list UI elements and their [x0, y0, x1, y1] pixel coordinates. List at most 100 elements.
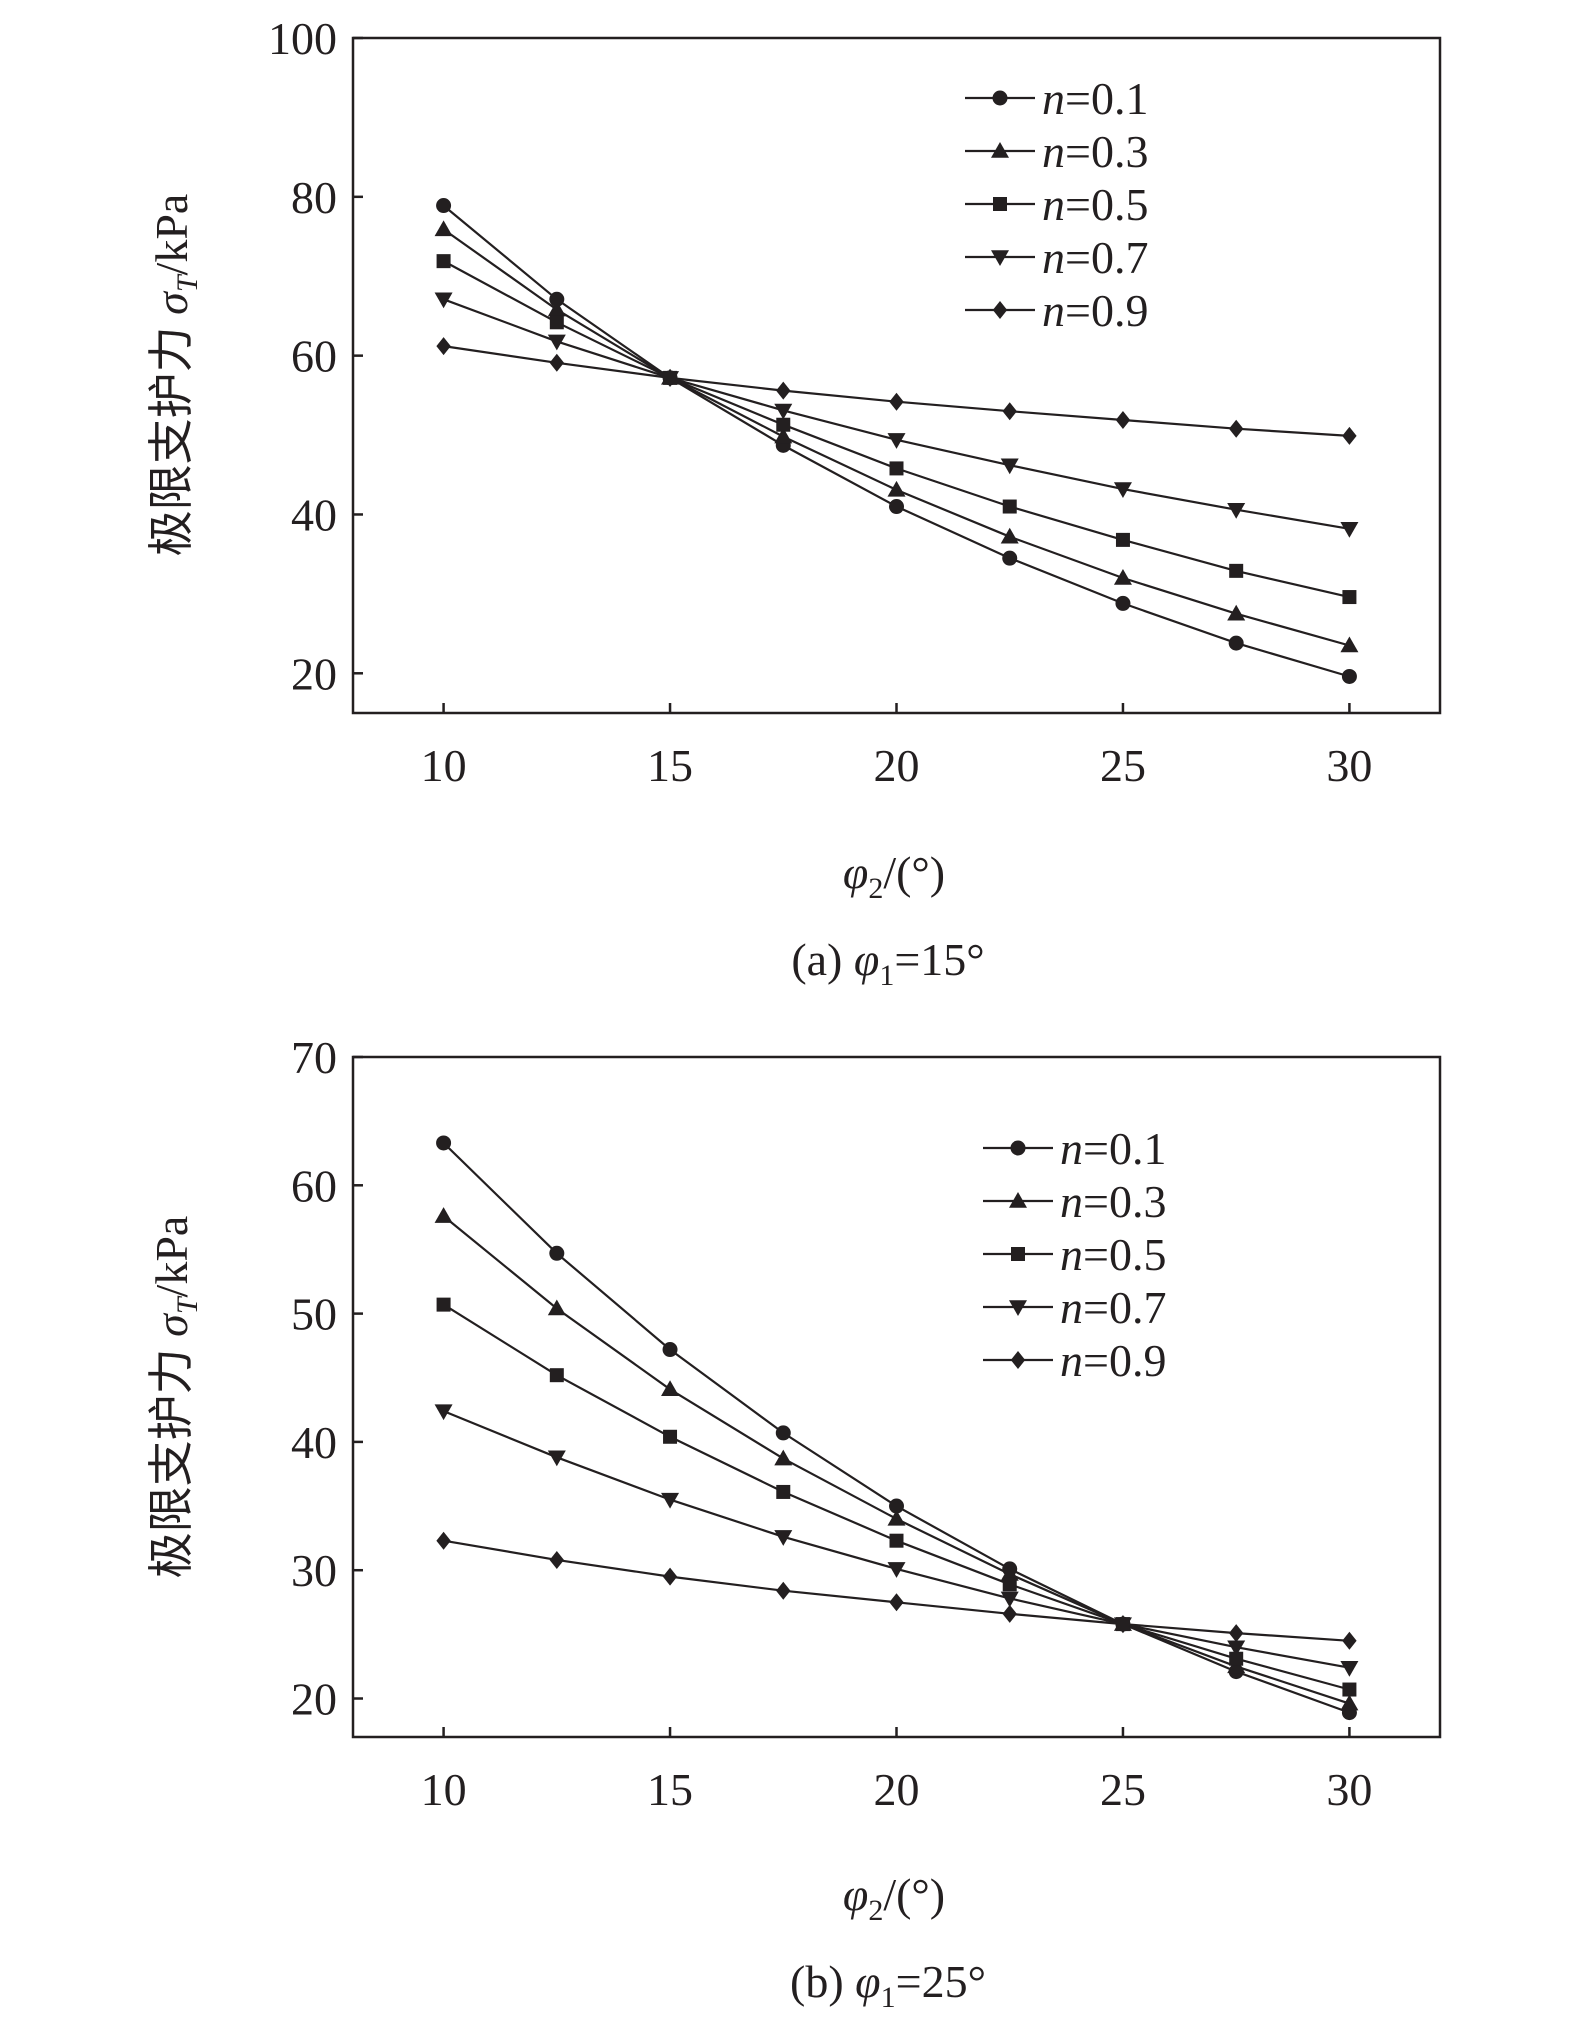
y-tick-label: 70: [291, 1032, 337, 1083]
data-point: [887, 1509, 906, 1526]
series-line: [443, 345, 1350, 437]
x-axis-title-var: φ: [843, 847, 868, 898]
legend-item: n=0.3: [983, 1176, 1166, 1227]
x-tick-label: 30: [1326, 1764, 1372, 1815]
legend-label: n=0.7: [1060, 1282, 1166, 1333]
y-tick-label: 80: [291, 172, 337, 223]
caption-sub: 1: [881, 1981, 896, 2014]
data-point: [661, 1380, 680, 1397]
data-point: [889, 499, 904, 515]
y-axis-title-text: 极限支护力: [146, 1337, 197, 1579]
data-point: [549, 1245, 565, 1261]
data-point: [1227, 502, 1246, 519]
data-point: [547, 334, 566, 351]
x-tick-label: 15: [647, 740, 693, 791]
series-n=0.9: [436, 1531, 1357, 1650]
x-tick-label: 30: [1326, 740, 1372, 791]
data-point: [1342, 1631, 1357, 1650]
series-line: [442, 1142, 1350, 1714]
data-point: [1227, 604, 1246, 621]
x-tick-label: 25: [1100, 740, 1146, 791]
data-point: [549, 315, 564, 330]
y-tick-label: 20: [291, 1674, 337, 1725]
data-point: [889, 1593, 904, 1612]
data-point: [889, 392, 904, 411]
legend-label: n=0.3: [1060, 1176, 1166, 1227]
data-point: [662, 1567, 678, 1586]
legend-item: n=0.5: [983, 1229, 1166, 1280]
data-point: [776, 1581, 791, 1600]
x-axis-title-var: φ: [843, 1869, 868, 1920]
data-point: [776, 1484, 791, 1499]
y-tick-label: 30: [291, 1545, 337, 1596]
legend: n=0.1n=0.3n=0.5n=0.7n=0.9: [965, 73, 1148, 336]
data-point: [436, 1297, 451, 1312]
series-n=0.5: [436, 254, 1357, 605]
data-point: [549, 353, 565, 372]
plot-frame: [351, 36, 1442, 715]
series-layer: [434, 1135, 1359, 1721]
legend-item: n=0.7: [983, 1282, 1166, 1333]
legend-item: n=0.9: [983, 1335, 1166, 1386]
x-tick-label: 15: [647, 1764, 693, 1815]
y-tick-label: 100: [268, 13, 337, 64]
legend-label: n=0.1: [1060, 1123, 1166, 1174]
legend-label: n=0.9: [1060, 1335, 1166, 1386]
data-point: [776, 417, 791, 432]
y-axis-title-text: 极限支护力: [146, 315, 197, 557]
data-point: [549, 1368, 564, 1383]
data-point: [1229, 1651, 1244, 1666]
data-point: [434, 220, 453, 237]
legend-item: n=0.9: [965, 285, 1148, 336]
legend-marker: [992, 301, 1008, 319]
data-point: [1340, 636, 1359, 653]
y-tick-label: 20: [291, 648, 337, 699]
legend-label: n=0.5: [1042, 179, 1148, 230]
data-point: [1342, 590, 1357, 605]
data-point: [549, 1550, 565, 1569]
caption-prefix: (a): [791, 934, 854, 985]
y-axis-title: 极限支护力 σT/kPa: [146, 1216, 204, 1579]
data-point: [1115, 1615, 1131, 1634]
data-point: [774, 427, 793, 444]
data-point: [1002, 1604, 1017, 1623]
x-axis-title: φ2/(°): [843, 847, 945, 905]
legend-marker: [1009, 1192, 1027, 1208]
x-tick-label: 10: [421, 740, 467, 791]
series-n=0.3: [434, 1207, 1359, 1711]
data-point: [1342, 1682, 1357, 1697]
legend-label: n=0.1: [1042, 73, 1148, 124]
legend-label: n=0.5: [1060, 1229, 1166, 1280]
x-axis-title-suffix: /(°): [883, 847, 945, 898]
legend-item: n=0.7: [965, 232, 1148, 283]
data-point: [774, 1449, 793, 1466]
data-point: [662, 368, 678, 387]
series-n=0.5: [436, 1297, 1357, 1697]
series-n=0.1: [436, 198, 1357, 684]
data-point: [775, 1425, 791, 1441]
data-point: [1113, 482, 1132, 499]
x-tick-label: 10: [421, 1764, 467, 1815]
panel-caption: (b) φ1=25°: [790, 1956, 986, 2014]
data-point: [1229, 563, 1244, 578]
panel-caption: (a) φ1=15°: [791, 934, 984, 992]
data-point: [547, 1299, 566, 1316]
legend-item: n=0.1: [965, 73, 1148, 124]
data-point: [1000, 458, 1019, 475]
legend-marker: [991, 142, 1009, 158]
data-point: [774, 403, 793, 420]
caption-suffix: =15°: [894, 934, 984, 985]
series-layer: [434, 198, 1359, 684]
y-tick-label: 60: [291, 1160, 337, 1211]
y-axis-title-sub: T: [171, 1295, 204, 1314]
data-point: [776, 381, 791, 400]
data-point: [1002, 499, 1017, 514]
data-point: [1341, 668, 1357, 684]
y-axis-title-var: σ: [146, 290, 197, 315]
data-point: [1000, 1591, 1019, 1608]
legend-label: n=0.7: [1042, 232, 1148, 283]
data-point: [1115, 532, 1130, 547]
legend-marker: [992, 90, 1008, 106]
